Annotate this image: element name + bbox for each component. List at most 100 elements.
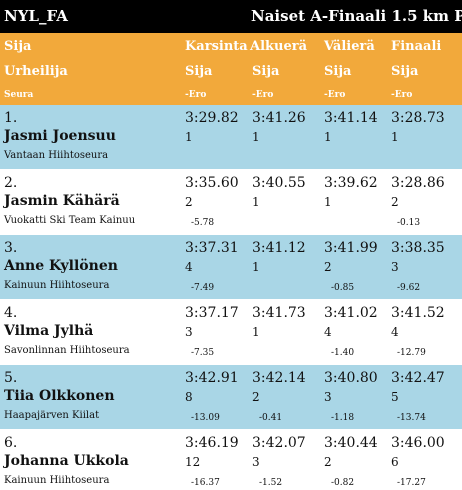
table-row: 6. Johanna Ukkola Kainuun Hiihtoseura 3:… xyxy=(0,430,462,490)
position-final: 5 xyxy=(391,390,399,404)
header-athlete-label: Urheilija xyxy=(4,64,68,79)
time-final: 3:41.52 xyxy=(391,305,445,321)
header-round-final: Finaali xyxy=(391,39,442,54)
time-semifinal: 3:39.62 xyxy=(324,175,378,191)
time-final: 3:38.35 xyxy=(391,240,445,256)
position-final: 1 xyxy=(391,130,399,144)
race-title: Naiset A-Finaali 1.5 km P xyxy=(251,7,462,25)
header-rank-label: Sija xyxy=(4,39,32,54)
header-club-label: Seura xyxy=(4,90,34,100)
position-semifinal: 1 xyxy=(324,130,332,144)
position-semifinal: 2 xyxy=(324,455,332,469)
position-final: 4 xyxy=(391,325,399,339)
table-row: 5. Tiia Olkkonen Haapajärven Kiilat 3:42… xyxy=(0,365,462,429)
club-name: Kainuun Hiihtoseura xyxy=(4,475,110,486)
header-diff-label: -Ero xyxy=(391,90,413,100)
diff-semifinal: -0.85 xyxy=(331,283,355,293)
diff-qualification: -13.09 xyxy=(191,413,220,423)
header-round-qualification: Karsinta xyxy=(185,39,248,54)
diff-final: -9.62 xyxy=(397,283,421,293)
time-semifinal: 3:41.02 xyxy=(324,305,378,321)
header-round-heat: Alkuerä xyxy=(250,39,308,54)
diff-qualification: -7.49 xyxy=(191,283,215,293)
competition-code: NYL_FA xyxy=(4,7,68,25)
time-qualification: 3:46.19 xyxy=(185,435,239,451)
time-heat: 3:41.73 xyxy=(252,305,306,321)
athlete-name: Johanna Ukkola xyxy=(4,453,129,469)
time-heat: 3:41.12 xyxy=(252,240,306,256)
time-final: 3:46.00 xyxy=(391,435,445,451)
diff-qualification: -7.35 xyxy=(191,348,215,358)
club-name: Kainuun Hiihtoseura xyxy=(4,280,110,291)
diff-semifinal: -1.40 xyxy=(331,348,355,358)
position-heat: 1 xyxy=(252,325,260,339)
position-final: 2 xyxy=(391,195,399,209)
header-position-label: Sija xyxy=(324,64,352,79)
diff-final: -17.27 xyxy=(397,478,426,488)
position-heat: 3 xyxy=(252,455,260,469)
athlete-name: Jasmin Kähärä xyxy=(4,193,120,209)
position-semifinal: 3 xyxy=(324,390,332,404)
position-semifinal: 4 xyxy=(324,325,332,339)
time-final: 3:28.73 xyxy=(391,110,445,126)
club-name: Haapajärven Kiilat xyxy=(4,410,100,421)
time-heat: 3:42.07 xyxy=(252,435,306,451)
position-qualification: 4 xyxy=(185,260,193,274)
header-diff-label: -Ero xyxy=(324,90,346,100)
club-name: Vuokatti Ski Team Kainuu xyxy=(4,215,136,226)
rank: 4. xyxy=(4,305,18,321)
title-bar: NYL_FA Naiset A-Finaali 1.5 km P xyxy=(0,0,462,33)
diff-final: -13.74 xyxy=(397,413,426,423)
athlete-name: Tiia Olkkonen xyxy=(4,388,115,404)
table-row: 4. Vilma Jylhä Savonlinnan Hiihtoseura 3… xyxy=(0,300,462,364)
time-qualification: 3:37.17 xyxy=(185,305,239,321)
header-diff-label: -Ero xyxy=(185,90,207,100)
position-qualification: 2 xyxy=(185,195,193,209)
header-position-label: Sija xyxy=(252,64,280,79)
diff-heat: -0.41 xyxy=(259,413,283,423)
diff-qualification: -16.37 xyxy=(191,478,220,488)
rank: 1. xyxy=(4,110,18,126)
rank: 3. xyxy=(4,240,18,256)
position-heat: 1 xyxy=(252,195,260,209)
athlete-name: Vilma Jylhä xyxy=(4,323,94,339)
header-round-semifinal: Välierä xyxy=(324,39,375,54)
position-final: 6 xyxy=(391,455,399,469)
position-qualification: 8 xyxy=(185,390,193,404)
position-final: 3 xyxy=(391,260,399,274)
position-heat: 1 xyxy=(252,260,260,274)
position-qualification: 3 xyxy=(185,325,193,339)
position-semifinal: 2 xyxy=(324,260,332,274)
diff-qualification: -5.78 xyxy=(191,218,215,228)
position-semifinal: 1 xyxy=(324,195,332,209)
time-qualification: 3:35.60 xyxy=(185,175,239,191)
header-diff-label: -Ero xyxy=(252,90,274,100)
rank: 5. xyxy=(4,370,18,386)
time-semifinal: 3:41.99 xyxy=(324,240,378,256)
time-qualification: 3:37.31 xyxy=(185,240,239,256)
table-row: 1. Jasmi Joensuu Vantaan Hiihtoseura 3:2… xyxy=(0,105,462,169)
position-qualification: 12 xyxy=(185,455,201,469)
table-header: Sija Urheilija Seura Karsinta Alkuerä Vä… xyxy=(0,33,462,105)
position-qualification: 1 xyxy=(185,130,193,144)
club-name: Savonlinnan Hiihtoseura xyxy=(4,345,130,356)
rank: 6. xyxy=(4,435,18,451)
diff-heat: -1.52 xyxy=(259,478,283,488)
header-position-label: Sija xyxy=(391,64,419,79)
diff-final: -12.79 xyxy=(397,348,426,358)
time-final: 3:28.86 xyxy=(391,175,445,191)
time-qualification: 3:29.82 xyxy=(185,110,239,126)
diff-semifinal: -1.18 xyxy=(331,413,355,423)
club-name: Vantaan Hiihtoseura xyxy=(4,150,109,161)
time-heat: 3:40.55 xyxy=(252,175,306,191)
time-semifinal: 3:40.80 xyxy=(324,370,378,386)
time-qualification: 3:42.91 xyxy=(185,370,239,386)
time-heat: 3:41.26 xyxy=(252,110,306,126)
time-heat: 3:42.14 xyxy=(252,370,306,386)
time-semifinal: 3:40.44 xyxy=(324,435,378,451)
athlete-name: Anne Kyllönen xyxy=(4,258,118,274)
position-heat: 2 xyxy=(252,390,260,404)
athlete-name: Jasmi Joensuu xyxy=(4,128,116,144)
position-heat: 1 xyxy=(252,130,260,144)
